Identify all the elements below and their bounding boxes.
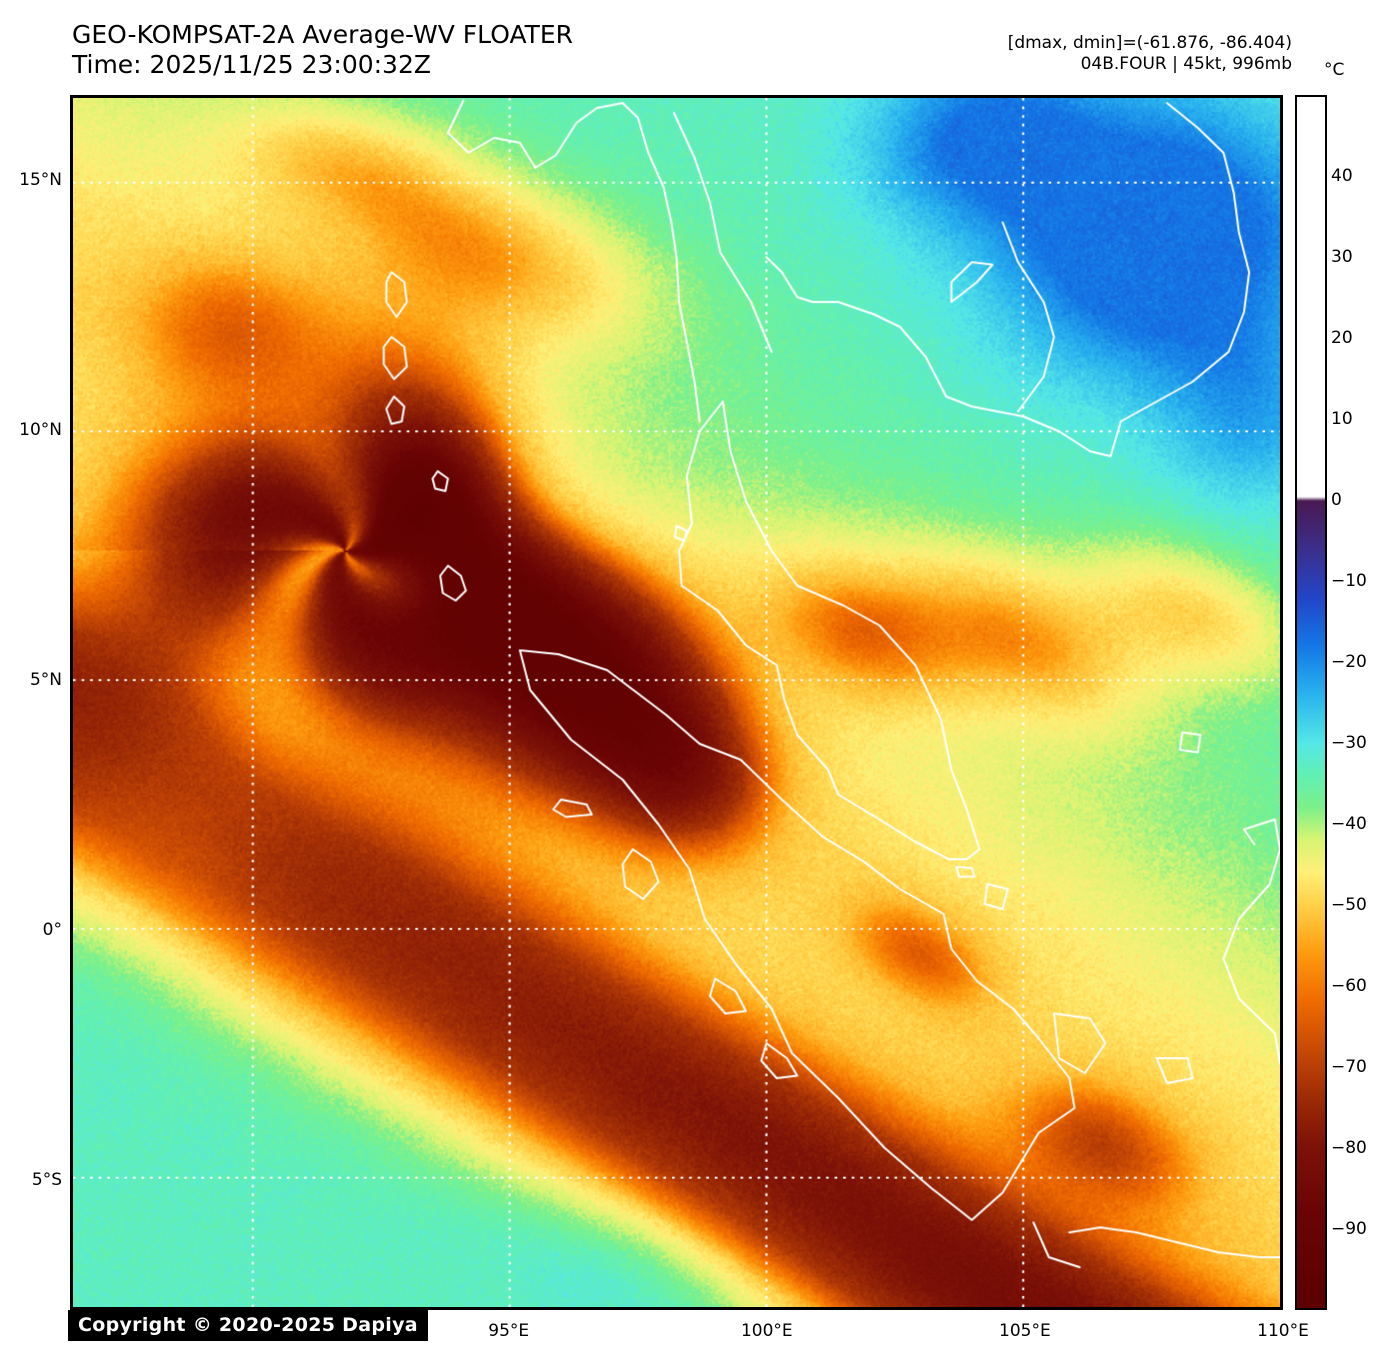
- colorbar-tick-label: 10: [1331, 409, 1353, 429]
- colorbar-tick-label: −80: [1331, 1138, 1367, 1158]
- timestamp-label: Time: 2025/11/25 23:00:32Z: [72, 50, 431, 79]
- longitude-tick-label: 95°E: [488, 1321, 530, 1341]
- colorbar-tick-label: −70: [1331, 1057, 1367, 1077]
- colorbar[interactable]: [1295, 95, 1327, 1310]
- data-range-label: [dmax, dmin]=(-61.876, -86.404): [1007, 33, 1292, 53]
- title-block: GEO-KOMPSAT-2A Average-WV FLOATER Time: …: [72, 20, 573, 80]
- latitude-tick-label: 10°N: [19, 420, 62, 440]
- copyright-watermark: Copyright © 2020-2025 Dapiya: [68, 1310, 428, 1341]
- colorbar-tick-labels: 40 30 20 10 0 −10 −20 −30 −40 −50 −60 −70 −80 −90: [1331, 0, 1389, 1359]
- colorbar-tick-label: −10: [1331, 571, 1367, 591]
- longitude-tick-label: 105°E: [999, 1321, 1051, 1341]
- colorbar-tick-label: −20: [1331, 652, 1367, 672]
- colorbar-tick-label: −50: [1331, 895, 1367, 915]
- satellite-map-plot[interactable]: [70, 95, 1283, 1310]
- colorbar-tick-label: 30: [1331, 247, 1353, 267]
- latitude-tick-label: 5°N: [29, 670, 62, 690]
- page-title: GEO-KOMPSAT-2A Average-WV FLOATER: [72, 20, 574, 49]
- colorbar-tick-label: 20: [1331, 328, 1353, 348]
- longitude-tick-label: 110°E: [1257, 1321, 1309, 1341]
- colorbar-unit-label: °C: [1324, 60, 1345, 80]
- metadata-block: [dmax, dmin]=(-61.876, -86.404) 04B.FOUR…: [1008, 33, 1292, 75]
- colorbar-gradient: [1297, 97, 1325, 1308]
- colorbar-tick-label: −30: [1331, 733, 1367, 753]
- longitude-tick-label: 100°E: [740, 1321, 793, 1341]
- latitude-tick-label: 0°: [42, 920, 62, 940]
- latitude-tick-label: 5°S: [31, 1170, 62, 1190]
- latlon-gridlines-layer: [73, 98, 1280, 1307]
- latitude-axis: 15°N 10°N 5°N 0° 5°S: [0, 0, 62, 1359]
- colorbar-tick-label: 0: [1331, 490, 1342, 510]
- latitude-tick-label: 15°N: [19, 170, 62, 190]
- colorbar-tick-label: −40: [1331, 814, 1367, 834]
- storm-info-label: 04B.FOUR | 45kt, 996mb: [1080, 54, 1292, 74]
- colorbar-tick-label: −60: [1331, 976, 1367, 996]
- colorbar-tick-label: −90: [1331, 1219, 1367, 1239]
- colorbar-tick-label: 40: [1331, 166, 1353, 186]
